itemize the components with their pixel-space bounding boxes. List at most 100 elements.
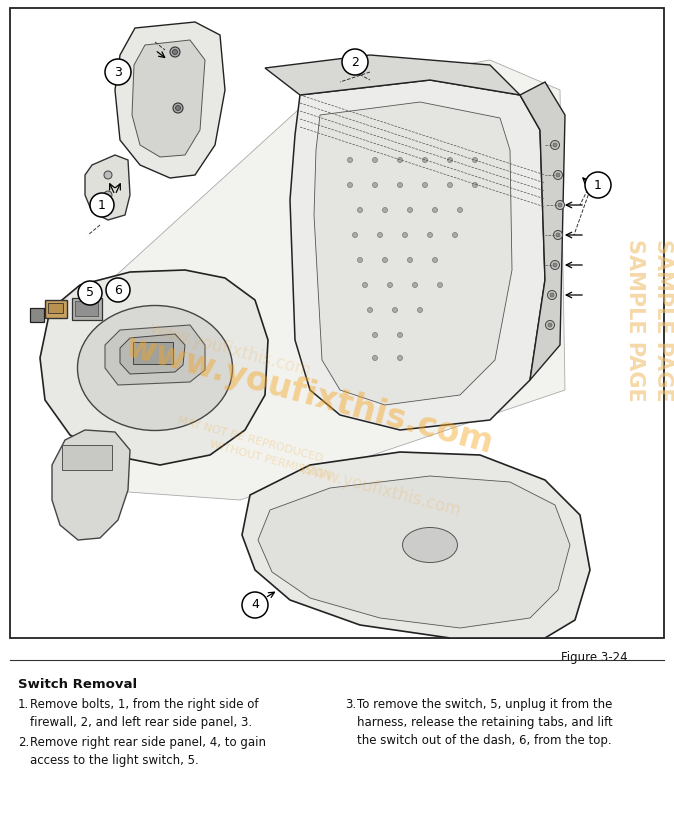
Text: 2: 2 xyxy=(351,56,359,68)
Circle shape xyxy=(104,206,112,214)
Text: 6: 6 xyxy=(114,283,122,297)
Ellipse shape xyxy=(392,520,468,570)
Circle shape xyxy=(433,207,437,212)
Circle shape xyxy=(551,141,559,149)
Bar xyxy=(133,342,173,364)
Circle shape xyxy=(417,307,423,312)
Circle shape xyxy=(398,332,402,337)
Text: 1.: 1. xyxy=(18,698,29,711)
Text: Remove bolts, 1, from the right side of
firewall, 2, and left rear side panel, 3: Remove bolts, 1, from the right side of … xyxy=(30,698,259,729)
Circle shape xyxy=(412,282,417,287)
Circle shape xyxy=(104,191,112,199)
Circle shape xyxy=(558,203,562,207)
Circle shape xyxy=(545,321,555,330)
Circle shape xyxy=(170,47,180,57)
Circle shape xyxy=(548,323,552,327)
Circle shape xyxy=(547,291,557,300)
Ellipse shape xyxy=(78,306,233,431)
Text: MAY NOT BE REPRODUCED: MAY NOT BE REPRODUCED xyxy=(177,416,324,464)
Circle shape xyxy=(423,157,427,162)
Circle shape xyxy=(553,171,563,179)
Polygon shape xyxy=(290,80,545,430)
Circle shape xyxy=(427,232,433,237)
Circle shape xyxy=(388,282,392,287)
Polygon shape xyxy=(85,155,130,220)
Text: SAMPLE PAGE: SAMPLE PAGE xyxy=(625,238,645,402)
Circle shape xyxy=(408,207,412,212)
Text: 3.: 3. xyxy=(345,698,356,711)
Polygon shape xyxy=(258,476,570,628)
Text: SAMPLE PAGE: SAMPLE PAGE xyxy=(653,238,673,402)
Text: Switch Removal: Switch Removal xyxy=(18,678,137,691)
Polygon shape xyxy=(100,60,565,500)
Polygon shape xyxy=(265,55,520,95)
Circle shape xyxy=(448,182,452,187)
Circle shape xyxy=(348,157,353,162)
Circle shape xyxy=(373,157,377,162)
Circle shape xyxy=(357,257,363,262)
Bar xyxy=(75,301,98,316)
Ellipse shape xyxy=(402,527,458,562)
Polygon shape xyxy=(105,325,205,385)
Circle shape xyxy=(472,157,477,162)
Text: 2.: 2. xyxy=(18,736,29,749)
Circle shape xyxy=(357,207,363,212)
Polygon shape xyxy=(314,102,512,405)
Circle shape xyxy=(173,103,183,113)
Circle shape xyxy=(175,106,181,111)
Text: www.youfixthis.com: www.youfixthis.com xyxy=(122,330,497,460)
Circle shape xyxy=(392,307,398,312)
Ellipse shape xyxy=(307,562,353,594)
Text: 4: 4 xyxy=(251,598,259,611)
Circle shape xyxy=(173,49,177,54)
Text: www.youfixthis.com: www.youfixthis.com xyxy=(147,320,313,380)
Circle shape xyxy=(553,231,563,240)
Circle shape xyxy=(353,232,357,237)
Circle shape xyxy=(472,182,477,187)
Circle shape xyxy=(408,257,412,262)
Polygon shape xyxy=(242,452,590,638)
Circle shape xyxy=(90,193,114,217)
Text: Figure 3-24: Figure 3-24 xyxy=(561,651,628,664)
Bar xyxy=(48,303,63,313)
Circle shape xyxy=(585,172,611,198)
Circle shape xyxy=(398,182,402,187)
Circle shape xyxy=(342,49,368,75)
Text: 1: 1 xyxy=(594,178,602,192)
Circle shape xyxy=(452,232,458,237)
Polygon shape xyxy=(52,430,130,540)
Circle shape xyxy=(398,157,402,162)
Circle shape xyxy=(104,171,112,179)
Polygon shape xyxy=(40,270,268,465)
Circle shape xyxy=(556,173,560,177)
Circle shape xyxy=(242,592,268,618)
Circle shape xyxy=(423,182,427,187)
Circle shape xyxy=(373,356,377,361)
Circle shape xyxy=(106,278,130,302)
Polygon shape xyxy=(132,40,205,157)
Circle shape xyxy=(363,282,367,287)
Circle shape xyxy=(555,201,565,210)
Bar xyxy=(72,298,102,320)
Circle shape xyxy=(348,182,353,187)
Circle shape xyxy=(398,356,402,361)
Circle shape xyxy=(373,332,377,337)
Text: To remove the switch, 5, unplug it from the
harness, release the retaining tabs,: To remove the switch, 5, unplug it from … xyxy=(357,698,613,747)
Bar xyxy=(62,445,112,470)
Circle shape xyxy=(383,207,388,212)
Circle shape xyxy=(437,282,443,287)
Text: 3: 3 xyxy=(114,66,122,78)
Bar xyxy=(45,300,67,318)
Circle shape xyxy=(553,143,557,147)
Circle shape xyxy=(550,293,554,297)
Text: www.youfixthis.com: www.youfixthis.com xyxy=(297,460,463,521)
Text: 1: 1 xyxy=(98,198,106,212)
Circle shape xyxy=(78,281,102,305)
Circle shape xyxy=(553,263,557,267)
Circle shape xyxy=(377,232,383,237)
Bar xyxy=(30,308,44,322)
Text: Remove right rear side panel, 4, to gain
access to the light switch, 5.: Remove right rear side panel, 4, to gain… xyxy=(30,736,266,767)
Circle shape xyxy=(383,257,388,262)
Circle shape xyxy=(433,257,437,262)
Circle shape xyxy=(448,157,452,162)
